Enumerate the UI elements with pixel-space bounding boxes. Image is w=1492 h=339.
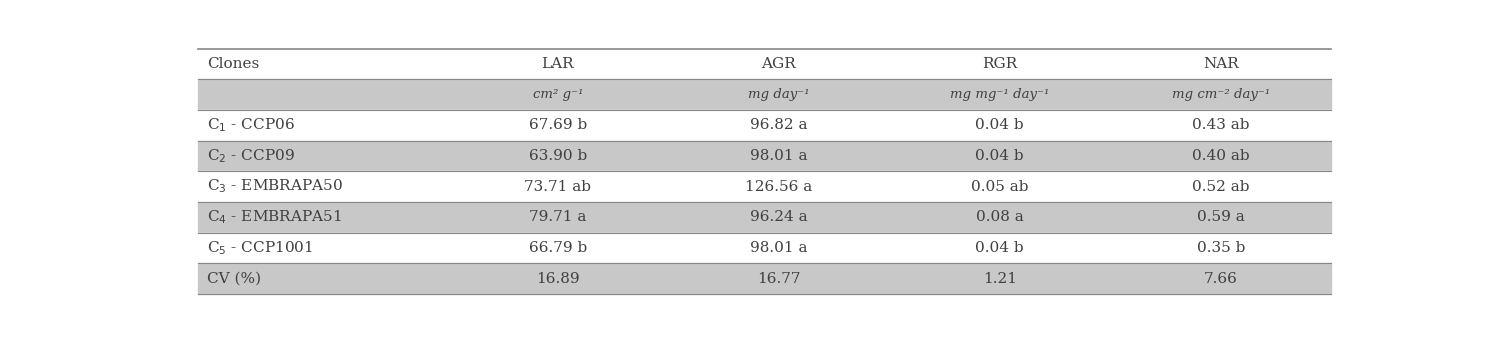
- Text: mg day⁻¹: mg day⁻¹: [747, 88, 810, 101]
- Text: C$_4$ - EMBRAPA51: C$_4$ - EMBRAPA51: [207, 208, 342, 226]
- Bar: [198, 110, 1331, 141]
- Text: 0.04 b: 0.04 b: [976, 241, 1024, 255]
- Text: C$_2$ - CCP09: C$_2$ - CCP09: [207, 147, 295, 165]
- Bar: [198, 171, 1331, 202]
- Text: 0.08 a: 0.08 a: [976, 210, 1024, 224]
- Text: 66.79 b: 66.79 b: [528, 241, 586, 255]
- Bar: [198, 233, 1331, 263]
- Text: 1.21: 1.21: [983, 272, 1016, 285]
- Text: LAR: LAR: [542, 57, 574, 71]
- Text: 0.52 ab: 0.52 ab: [1192, 180, 1249, 194]
- Text: AGR: AGR: [761, 57, 797, 71]
- Text: 63.90 b: 63.90 b: [528, 149, 586, 163]
- Bar: [198, 263, 1331, 294]
- Text: CV (%): CV (%): [207, 272, 261, 285]
- Text: C$_5$ - CCP1001: C$_5$ - CCP1001: [207, 239, 313, 257]
- Text: 0.59 a: 0.59 a: [1197, 210, 1244, 224]
- Bar: [198, 79, 1331, 110]
- Text: C$_1$ - CCP06: C$_1$ - CCP06: [207, 116, 295, 134]
- Text: RGR: RGR: [982, 57, 1018, 71]
- Bar: [198, 202, 1331, 233]
- Text: 0.05 ab: 0.05 ab: [971, 180, 1028, 194]
- Text: 73.71 ab: 73.71 ab: [524, 180, 591, 194]
- Text: 7.66: 7.66: [1204, 272, 1238, 285]
- Text: 79.71 a: 79.71 a: [530, 210, 586, 224]
- Text: mg cm⁻² day⁻¹: mg cm⁻² day⁻¹: [1171, 88, 1270, 101]
- Text: 96.82 a: 96.82 a: [750, 118, 807, 132]
- Text: Clones: Clones: [207, 57, 260, 71]
- Text: NAR: NAR: [1203, 57, 1238, 71]
- Bar: [198, 48, 1331, 79]
- Bar: [198, 141, 1331, 171]
- Text: 16.89: 16.89: [536, 272, 580, 285]
- Text: 67.69 b: 67.69 b: [528, 118, 586, 132]
- Text: 16.77: 16.77: [756, 272, 801, 285]
- Text: 0.04 b: 0.04 b: [976, 149, 1024, 163]
- Text: 0.35 b: 0.35 b: [1197, 241, 1244, 255]
- Text: 96.24 a: 96.24 a: [750, 210, 807, 224]
- Text: C$_3$ - EMBRAPA50: C$_3$ - EMBRAPA50: [207, 178, 343, 195]
- Text: 98.01 a: 98.01 a: [750, 241, 807, 255]
- Text: 0.04 b: 0.04 b: [976, 118, 1024, 132]
- Text: 0.40 ab: 0.40 ab: [1192, 149, 1250, 163]
- Text: 0.43 ab: 0.43 ab: [1192, 118, 1249, 132]
- Text: mg mg⁻¹ day⁻¹: mg mg⁻¹ day⁻¹: [950, 88, 1049, 101]
- Text: cm² g⁻¹: cm² g⁻¹: [533, 88, 583, 101]
- Text: 98.01 a: 98.01 a: [750, 149, 807, 163]
- Text: 126.56 a: 126.56 a: [745, 180, 813, 194]
